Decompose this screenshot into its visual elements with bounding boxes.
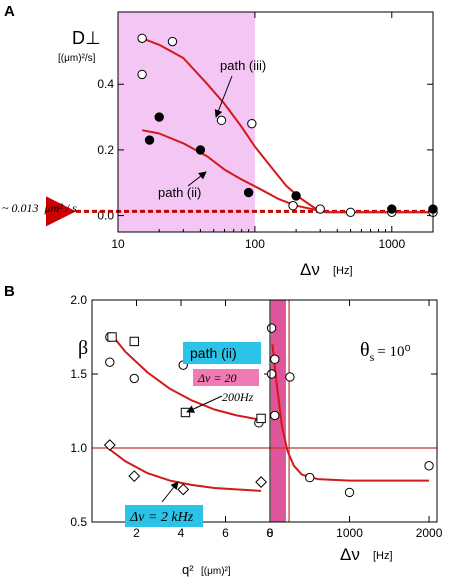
b-left-xlabel: q²: [182, 562, 194, 577]
point-open-diamond: [177, 483, 190, 496]
fit-curve-b-right: [271, 344, 429, 482]
point-path-iii: [216, 115, 227, 126]
path-ii-badge-label: path (ii): [190, 345, 237, 361]
point-path-iii: [167, 36, 178, 47]
b-left-xlabel-unit: [(μm)²]: [201, 566, 231, 577]
panel-b-right: 0 1000 2000 θs = 10⁰ Δν [Hz]: [266, 299, 443, 564]
a-ytick-label: 0.2: [97, 143, 114, 157]
bl-xtick-label: 4: [178, 526, 185, 540]
point-b-right: [305, 472, 315, 483]
dv-top2-label: 200Hz: [222, 390, 254, 404]
bl-ytick-label: 0.5: [70, 515, 87, 529]
point-b-right: [344, 487, 355, 498]
point-path-iii: [315, 204, 325, 214]
point-b-right: [270, 410, 280, 421]
point-b-right: [266, 323, 277, 333]
arrow-path-iii: [214, 75, 233, 118]
point-path-iii: [345, 207, 356, 217]
a-ylabel: D⊥: [72, 28, 101, 48]
point-path-ii: [291, 191, 301, 201]
a-xtick-label: 100: [245, 237, 265, 251]
point-path-iii: [247, 118, 257, 129]
arrow-dv-bottom: [161, 481, 179, 503]
point-path-iii: [288, 201, 298, 211]
a-ylabel-unit: [(μm)²/s]: [58, 53, 96, 64]
dv-top-label: Δν = 20: [197, 371, 236, 385]
br-xtick-label: 0: [267, 526, 274, 540]
panel-b-right-points: [266, 323, 434, 498]
dv-bottom-badge: [125, 505, 203, 527]
label-path-iii: path (iii): [220, 58, 266, 73]
point-b-right: [266, 369, 277, 379]
baseline-label: ~ 0.013 μm² / s: [2, 201, 77, 215]
point-path-ii: [243, 187, 254, 198]
point-path-ii: [387, 204, 397, 214]
b-ylabel: β: [78, 337, 88, 359]
arrow-dv-top: [186, 395, 223, 413]
point-b-right: [270, 354, 280, 364]
panel-a-label: A: [4, 3, 15, 20]
dv-bottom-label: Δν = 2 kHz: [129, 510, 194, 525]
bl-xtick-label: 8: [267, 526, 274, 540]
panel-b-right-frame: [269, 299, 438, 523]
label-path-ii: path (ii): [158, 185, 201, 200]
panel-b-right-ticks: 0 1000 2000: [267, 299, 443, 540]
bl-xtick-label: 2: [133, 526, 140, 540]
point-path-iii: [137, 69, 147, 80]
panel-b-right-fits: [271, 344, 429, 482]
br-xtick-label: 1000: [336, 526, 363, 540]
a-ytick-label: 0.4: [97, 77, 114, 91]
b-right-xlabel-unit: [Hz]: [373, 550, 393, 562]
point-path-ii: [144, 135, 155, 145]
point-open-diamond: [103, 439, 116, 451]
panel-a-frame: [117, 11, 434, 233]
bl-xtick-label: 6: [222, 526, 229, 540]
bl-ytick-label: 2.0: [70, 293, 87, 307]
a-xtick-label: 1000: [378, 237, 405, 251]
arrow-path-ii: [187, 171, 207, 187]
b-right-xlabel: Δν: [340, 545, 360, 564]
a-xtick-label: 10: [111, 237, 125, 251]
panel-b-label: B: [4, 283, 15, 300]
point-b-right: [285, 372, 295, 382]
point-b-right: [424, 461, 434, 471]
shaded-region-b: [270, 300, 286, 522]
path-ii-badge: [183, 342, 261, 364]
panel-b-left-fits: [109, 331, 262, 492]
bl-ytick-label: 1.0: [70, 441, 87, 455]
point-open-circle: [105, 357, 115, 367]
panel-b-left: 2 4 6 80.51.01.52.0 β q² [(μm)²] path (ii) …: [70, 293, 273, 577]
point-open-square: [107, 332, 117, 342]
a-xlabel: Δν: [300, 260, 320, 279]
panel-b-left-points: [103, 332, 268, 496]
bl-ytick-label: 1.5: [70, 367, 87, 381]
shaded-region-a: [118, 12, 255, 232]
point-path-ii: [195, 145, 206, 155]
point-open-square: [129, 336, 139, 347]
point-open-diamond: [128, 470, 141, 483]
point-open-square: [256, 413, 266, 424]
point-open-square: [180, 407, 191, 418]
point-open-diamond: [255, 476, 268, 488]
point-open-circle: [129, 373, 139, 384]
br-xtick-label: 2000: [416, 526, 443, 540]
theta-label: θs = 10⁰: [360, 339, 411, 364]
dv-top-badge: [193, 369, 259, 386]
point-path-ii: [154, 112, 164, 122]
point-path-iii: [137, 33, 147, 43]
fit-curve-lower: [109, 448, 262, 492]
a-xlabel-unit: [Hz]: [333, 265, 353, 277]
fit-curve-upper: [109, 331, 262, 421]
